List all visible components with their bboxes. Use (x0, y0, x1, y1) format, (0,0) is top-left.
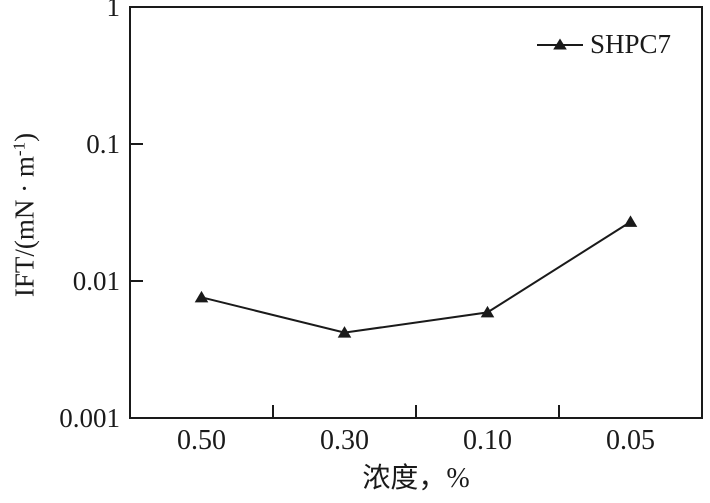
x-tick-label: 0.50 (177, 425, 226, 456)
y-axis-title-text: IFT/(mN · m (9, 156, 40, 298)
y-axis-title: IFT/(mN · m-1) (5, 133, 40, 297)
y-axis-title-superscript: -1 (9, 141, 29, 157)
x-tick-label: 0.10 (463, 425, 512, 456)
y-axis-title-close-paren: ) (9, 132, 40, 142)
series-line (201, 221, 632, 334)
plot-frame (129, 6, 703, 419)
data-point-marker (623, 215, 638, 227)
x-tick-label: 0.05 (606, 425, 655, 456)
y-tick-label: 1 (106, 0, 121, 22)
y-tick-label: 0.1 (86, 129, 120, 159)
data-point-marker (194, 290, 209, 303)
y-tick-label: 0.01 (72, 266, 120, 296)
x-axis-title: 浓度，% (362, 463, 470, 494)
legend-triangle-marker-icon (537, 38, 583, 49)
x-tick-label: 0.30 (320, 425, 369, 456)
data-point-marker (337, 326, 352, 338)
legend-label: SHPC7 (590, 29, 672, 59)
data-point-marker (480, 305, 495, 318)
legend: SHPC7 (536, 29, 671, 59)
y-tick-label: 0.001 (59, 403, 120, 433)
